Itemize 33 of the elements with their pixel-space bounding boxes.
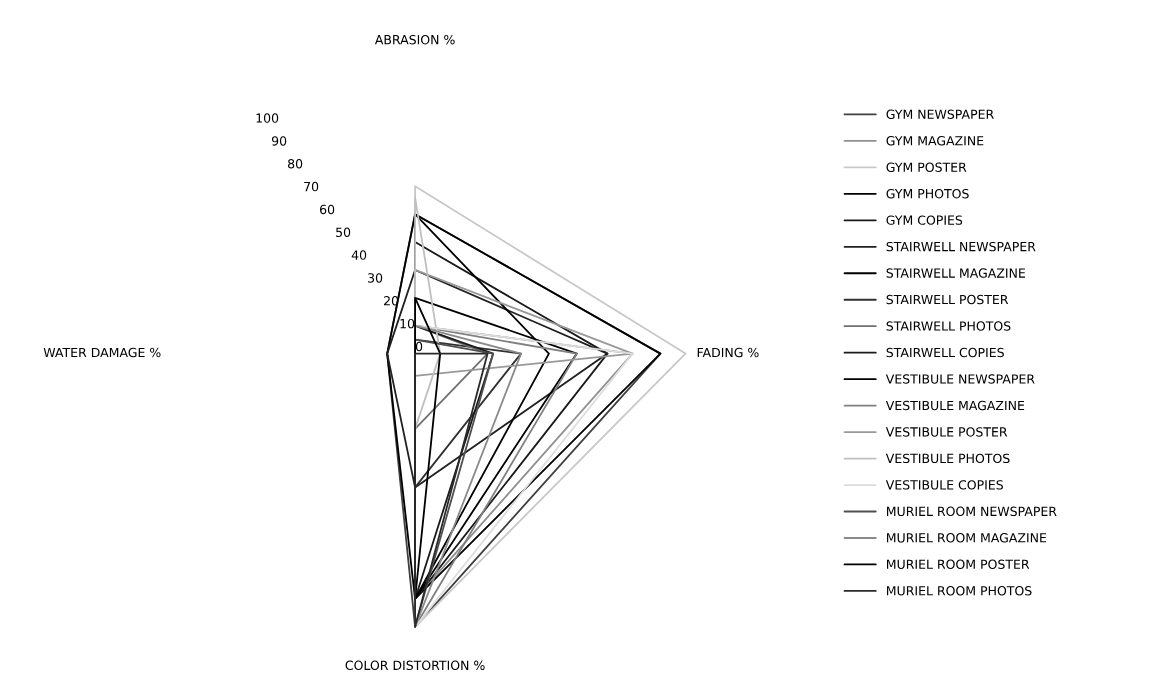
y-tick-label: 70 (304, 181, 319, 192)
legend-label: VESTIBULE POSTER (885, 427, 1008, 437)
y-tick-label: 40 (351, 250, 367, 260)
legend-label: MURIEL ROOM POSTER (887, 559, 1030, 570)
spoke-label: COLOR DISTORTION % (345, 660, 485, 671)
y-tick-label: 80 (288, 159, 303, 169)
y-tick-label: 60 (320, 204, 335, 215)
legend-label: GYM NEWSPAPER (886, 109, 994, 119)
legend-label: VESTIBULE PHOTOS (885, 453, 1010, 464)
spoke-label: WATER DAMAGE % (43, 347, 161, 358)
legend-label: STAIRWELL MAGAZINE (886, 268, 1026, 278)
y-tick-label: 10 (400, 318, 415, 329)
y-tick-label: 100 (256, 113, 279, 123)
legend-label: MURIEL ROOM NEWSPAPER (887, 506, 1057, 517)
legend-label: STAIRWELL COPIES (886, 347, 1004, 358)
legend-label: VESTIBULE COPIES (885, 480, 1003, 490)
legend-label: STAIRWELL POSTER (886, 294, 1009, 305)
legend-label: MURIEL ROOM MAGAZINE (887, 533, 1047, 543)
legend-label: GYM POSTER (886, 162, 967, 172)
y-tick-label: 0 (415, 341, 423, 352)
legend-label: VESTIBULE MAGAZINE (885, 400, 1025, 411)
legend-label: GYM COPIES (886, 215, 963, 225)
spoke-label: FADING % (697, 347, 759, 358)
y-tick-label: 30 (368, 273, 383, 283)
y-tick-label: 50 (336, 227, 351, 237)
legend-label: STAIRWELL NEWSPAPER (886, 241, 1036, 252)
spoke-label: ABRASION % (374, 34, 455, 45)
legend-label: GYM MAGAZINE (886, 135, 984, 146)
y-tick-label: 90 (271, 136, 287, 146)
legend-label: MURIEL ROOM PHOTOS (887, 586, 1032, 596)
legend-label: STAIRWELL PHOTOS (886, 321, 1011, 331)
legend-label: GYM PHOTOS (886, 188, 969, 199)
legend-label: VESTIBULE NEWSPAPER (885, 374, 1035, 384)
